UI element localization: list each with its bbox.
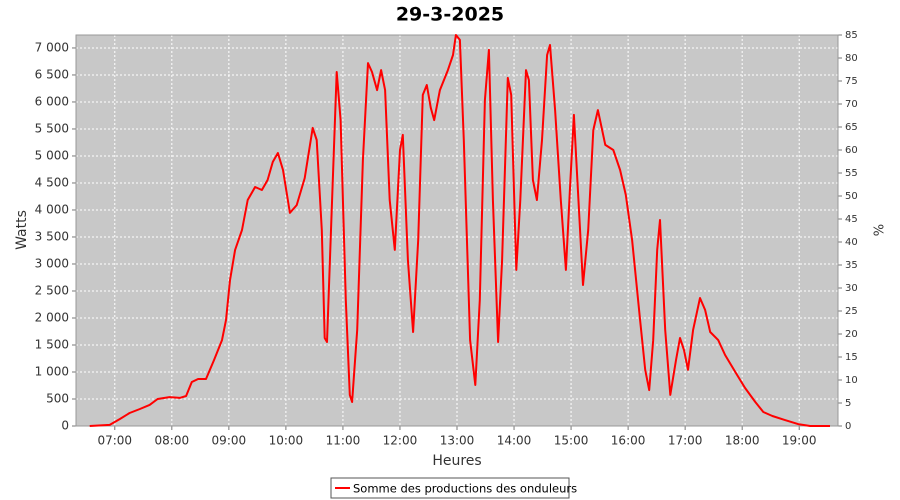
x-tick-label: 07:00 bbox=[97, 434, 132, 448]
y2-tick-label: 0 bbox=[845, 421, 851, 432]
y2-tick-label: 20 bbox=[845, 329, 858, 340]
y-tick-label: 2 500 bbox=[35, 283, 69, 297]
y2-tick-label: 10 bbox=[845, 375, 858, 386]
y-tick-label: 500 bbox=[46, 391, 69, 405]
y2-tick-label: 85 bbox=[845, 30, 858, 41]
y2-tick-label: 40 bbox=[845, 237, 858, 248]
legend-box bbox=[330, 477, 570, 499]
x-tick-label: 19:00 bbox=[782, 434, 817, 448]
x-tick-label: 11:00 bbox=[326, 434, 361, 448]
x-tick-label: 09:00 bbox=[212, 434, 247, 448]
y-tick-label: 3 000 bbox=[35, 256, 69, 270]
y-tick-label: 2 000 bbox=[35, 310, 69, 324]
y-tick-label: 5 000 bbox=[35, 148, 69, 162]
x-tick-label: 16:00 bbox=[611, 434, 646, 448]
y2-tick-label: 25 bbox=[845, 306, 858, 317]
legend-label: Somme des productions des onduleurs bbox=[353, 482, 577, 496]
y2-tick-label: 65 bbox=[845, 122, 858, 133]
y-tick-label: 6 000 bbox=[35, 94, 69, 108]
y2-tick-label: 30 bbox=[845, 283, 858, 294]
y-tick-label: 1 000 bbox=[35, 364, 69, 378]
y-tick-label: 4 500 bbox=[35, 175, 69, 189]
x-axis-label: Heures bbox=[432, 453, 481, 469]
x-tick-label: 08:00 bbox=[155, 434, 190, 448]
y-tick-label: 5 500 bbox=[35, 121, 69, 135]
x-tick-label: 18:00 bbox=[725, 434, 760, 448]
y-tick-label: 1 500 bbox=[35, 337, 69, 351]
y-tick-label: 0 bbox=[61, 419, 69, 433]
x-tick-label: 12:00 bbox=[383, 434, 418, 448]
x-tick-label: 15:00 bbox=[554, 434, 589, 448]
x-tick-label: 13:00 bbox=[440, 434, 475, 448]
y2-tick-label: 35 bbox=[845, 260, 858, 271]
y-tick-label: 4 000 bbox=[35, 202, 69, 216]
y2-tick-label: 45 bbox=[845, 214, 858, 225]
y-tick-label: 6 500 bbox=[35, 67, 69, 81]
chart-title: 29-3-2025 bbox=[396, 4, 504, 26]
legend: Somme des productions des onduleurs bbox=[330, 477, 577, 499]
y-tick-label: 7 000 bbox=[35, 40, 69, 54]
y2-tick-label: 80 bbox=[845, 53, 858, 64]
data-line bbox=[89, 34, 830, 427]
y2-tick-label: 5 bbox=[845, 398, 851, 409]
x-tick-label: 14:00 bbox=[497, 434, 532, 448]
y2-tick-label: 55 bbox=[845, 168, 858, 179]
y2-tick-label: 70 bbox=[845, 99, 858, 110]
y-tick-label: 3 500 bbox=[35, 229, 69, 243]
y2-tick-label: 60 bbox=[845, 145, 858, 156]
y2-tick-label: 15 bbox=[845, 352, 858, 363]
y-axis-label: Watts bbox=[14, 210, 30, 250]
y2-tick-label: 75 bbox=[845, 76, 858, 87]
y2-tick-label: 50 bbox=[845, 191, 858, 202]
x-tick-label: 17:00 bbox=[668, 434, 703, 448]
x-tick-label: 10:00 bbox=[269, 434, 304, 448]
y2-axis-label: % bbox=[873, 224, 888, 236]
